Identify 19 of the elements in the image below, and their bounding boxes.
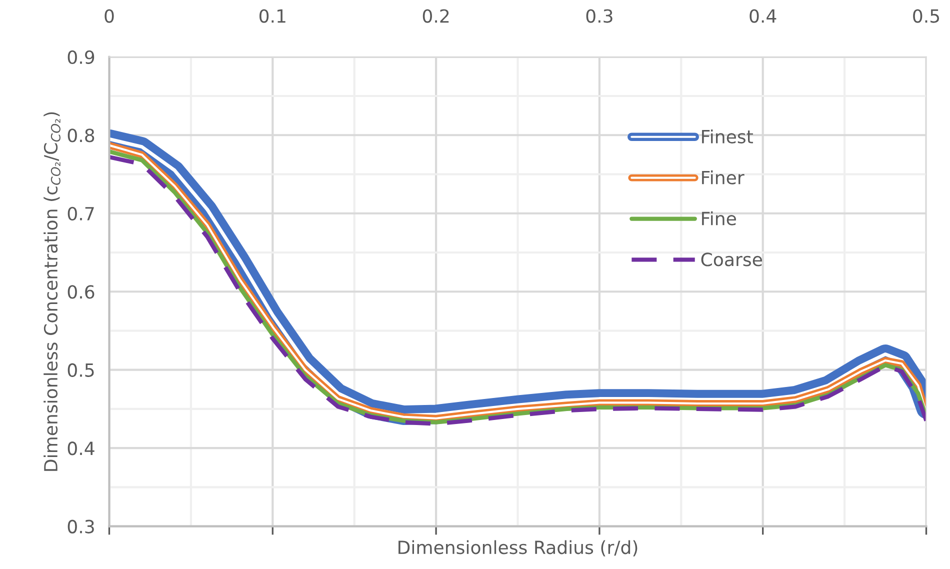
y-tick-label: 0.9 (68, 50, 94, 64)
legend-label: Fine (702, 211, 736, 226)
x-tick-label: 0.5 (913, 9, 940, 23)
y-axis-title: Dimensionless Concentration (c$_{CO₂}$/C$_{CO₂}$) (44, 112, 60, 471)
x-axis-title: Dimensionless Radius (r/d) (398, 540, 638, 556)
x-tick-label: 0.4 (750, 9, 776, 23)
y-tick-label: 0.7 (68, 206, 94, 220)
y-tick-label: 0.4 (68, 442, 94, 456)
y-tick-label: 0.8 (68, 128, 94, 142)
x-tick-label: 0.3 (586, 9, 612, 23)
x-tick-label: 0.2 (422, 9, 449, 23)
legend-label: Finer (702, 170, 744, 184)
y-tick-label: 0.5 (68, 363, 94, 377)
x-tick-label: 0.1 (259, 9, 286, 23)
legend-label: Finest (702, 129, 753, 144)
legend-label: Coarse (701, 252, 762, 266)
y-tick-label: 0.3 (68, 520, 94, 534)
x-tick-label: 0 (104, 9, 114, 23)
y-tick-label: 0.6 (68, 285, 94, 299)
